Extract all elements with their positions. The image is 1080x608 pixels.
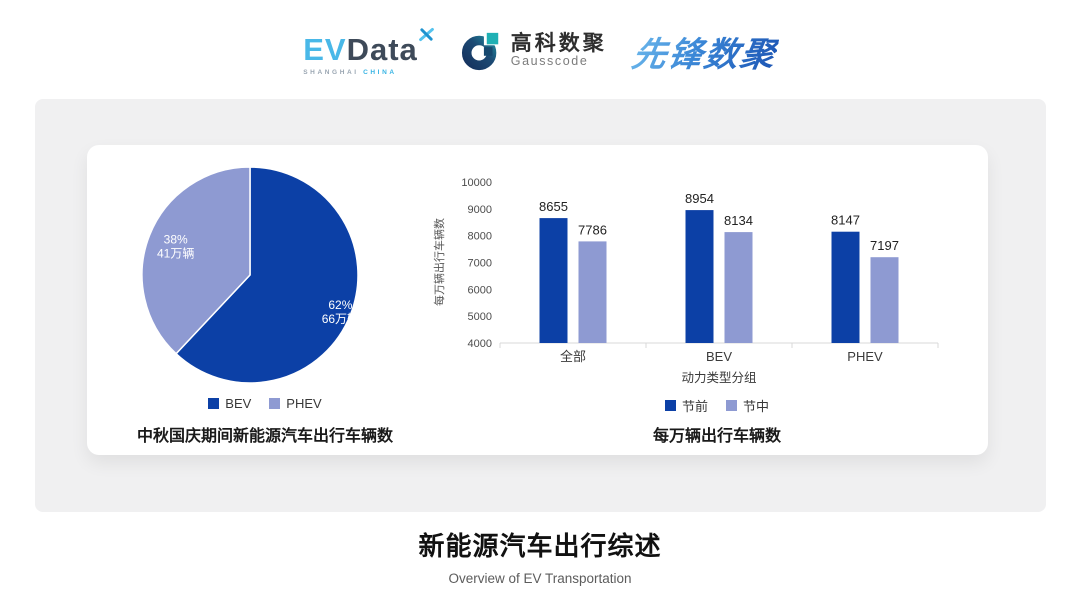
gray-panel: 62% 66万辆 38% 41万辆 BEV PHEV 中秋国庆期间新能源汽车出行车辆数 …: [35, 99, 1046, 512]
bar-节前-全部: [539, 218, 568, 343]
x-category-label: BEV: [706, 349, 732, 364]
pie-chart: 62%66万辆 38%41万辆: [142, 167, 358, 383]
brand-header: EV Data SHANGHAI CHINA: [0, 20, 1080, 82]
y-tick-label: 5000: [468, 311, 492, 323]
evdata-data-text: Data: [346, 32, 418, 67]
bar-value-label: 7786: [578, 222, 607, 237]
charts-card: 62% 66万辆 38% 41万辆 BEV PHEV 中秋国庆期间新能源汽车出行车辆数 …: [87, 145, 988, 455]
evdata-wordmark: EV Data: [303, 26, 435, 65]
bar-value-label: 7197: [870, 238, 899, 253]
gausscode-icon: [461, 30, 503, 71]
legend-swatch: [726, 400, 737, 411]
legend-swatch: [664, 400, 676, 411]
gausscode-logo: 高科数聚 Gausscode: [461, 30, 607, 72]
bar-value-label: 8134: [724, 213, 753, 228]
bar-节前-PHEV: [831, 231, 860, 343]
evdata-sub-china: CHINA: [363, 69, 397, 76]
evdata-subtitle: SHANGHAI CHINA: [303, 69, 396, 76]
bar-节中-BEV: [724, 232, 753, 343]
pioneer-text: 先锋数聚: [628, 27, 781, 76]
pie-slice-percent-label: 38%: [164, 233, 188, 247]
evdata-x-icon: [418, 27, 434, 42]
x-category-label: 全部: [560, 349, 586, 364]
pioneer-logo: 先锋数聚: [629, 27, 780, 76]
pie-slice-BEV: [175, 167, 358, 383]
gausscode-cn-text: 高科数聚: [510, 32, 607, 56]
bar-chart: 4000 5000 6000 7000 8000 9000 10000 全部 BEV PHEV 86…: [432, 177, 939, 385]
footer-title: 新能源汽车出行综述: [418, 531, 662, 561]
pie-legend: BEV PHEV: [87, 396, 443, 411]
legend-item-节前: 节前: [664, 396, 708, 415]
pie-slice-amount-label: 41万辆: [157, 247, 194, 261]
y-axis-title: 每万辆出行车辆数: [432, 218, 446, 306]
evdata-logo: EV Data SHANGHAI CHINA: [303, 26, 435, 76]
y-tick-label: 8000: [468, 231, 492, 243]
bar-节中-PHEV: [870, 257, 899, 343]
y-tick-label: 7000: [468, 258, 492, 270]
legend-label: PHEV: [286, 396, 322, 411]
bar-节中-全部: [578, 241, 607, 343]
footer: 新能源汽车出行综述 Overview of EV Transportation: [0, 526, 1080, 586]
pie-slice-percent-label: 62%: [328, 298, 352, 312]
y-tick-label: 4000: [468, 338, 492, 350]
bar-chart-title: 每万辆出行车辆数: [652, 428, 781, 445]
legend-swatch: [269, 398, 281, 409]
legend-label: 节前: [681, 399, 708, 414]
legend-label: BEV: [225, 396, 252, 411]
gausscode-en-text: Gausscode: [510, 54, 589, 69]
pie-slice-PHEV: [142, 167, 251, 355]
bar-value-label: 8954: [685, 191, 714, 206]
pie-chart-title: 中秋国庆期间新能源汽车出行车辆数: [136, 428, 393, 445]
y-tick-label: 6000: [468, 284, 492, 296]
legend-item-节中: 节中: [726, 396, 769, 415]
bar-value-label: 8655: [539, 199, 568, 214]
legend-swatch: [208, 398, 220, 409]
x-category-label: PHEV: [847, 349, 883, 364]
legend-label: 节中: [743, 399, 770, 414]
gausscode-wordmark: 高科数聚 Gausscode: [511, 33, 607, 68]
bar-value-label: 8147: [831, 213, 860, 228]
legend-item-BEV: BEV: [208, 396, 251, 411]
x-axis-title: 动力类型分组: [681, 371, 756, 385]
evdata-sub-shanghai: SHANGHAI: [303, 69, 359, 76]
bar-节前-BEV: [685, 210, 714, 343]
bar-legend: 节前 节中: [437, 396, 997, 415]
pie-slice-amount-label: 66万辆: [322, 312, 358, 326]
y-tick-label: 10000: [461, 177, 492, 189]
legend-item-PHEV: PHEV: [269, 396, 322, 411]
evdata-ev-text: EV: [303, 32, 347, 67]
footer-subtitle: Overview of EV Transportation: [448, 571, 632, 586]
y-tick-label: 9000: [468, 204, 492, 216]
